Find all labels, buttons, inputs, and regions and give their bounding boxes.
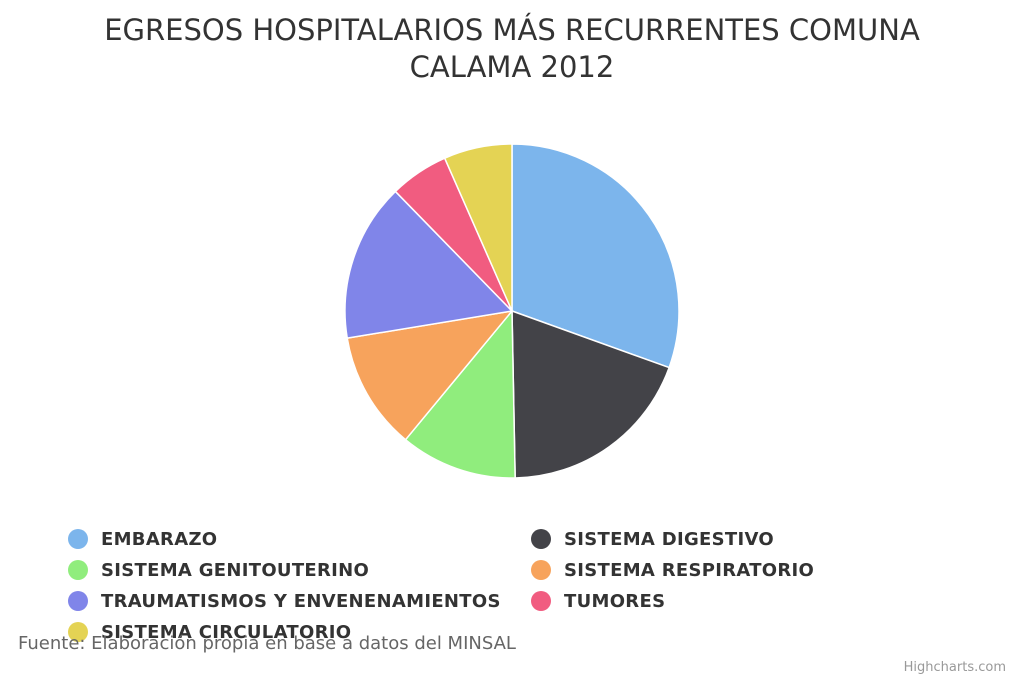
legend-label: SISTEMA RESPIRATORIO xyxy=(564,559,815,581)
legend-symbol xyxy=(68,529,88,549)
legend-item-sistema-circulatorio[interactable]: SISTEMA CIRCULATORIO xyxy=(68,619,351,645)
pie-slice-sistema-circulatorio[interactable] xyxy=(443,143,513,312)
legend-item-tumores[interactable]: TUMORES xyxy=(531,588,665,614)
legend-item-embarazo[interactable]: EMBARAZO xyxy=(68,526,217,552)
legend-label: TRAUMATISMOS Y ENVENENAMIENTOS xyxy=(101,590,501,612)
legend-label: TUMORES xyxy=(564,590,666,612)
legend-label: SISTEMA DIGESTIVO xyxy=(564,528,774,550)
legend-symbol xyxy=(531,591,551,611)
pie-slice-traumatismos-y-envenenamientos[interactable] xyxy=(344,190,513,339)
pie-slice-sistema-genitouterino[interactable] xyxy=(404,310,516,479)
pie-slice-sistema-digestivo[interactable] xyxy=(511,310,670,479)
credits-link[interactable]: Highcharts.com xyxy=(903,660,1006,675)
legend-symbol xyxy=(531,560,551,580)
legend-item-sistema-respiratorio[interactable]: SISTEMA RESPIRATORIO xyxy=(531,557,814,583)
legend-label: EMBARAZO xyxy=(101,528,218,550)
chart-title: EGRESOS HOSPITALARIOS MÁS RECURRENTES CO… xyxy=(0,12,1024,86)
legend-symbol xyxy=(531,529,551,549)
legend-item-traumatismos-y-envenenamientos[interactable]: TRAUMATISMOS Y ENVENENAMIENTOS xyxy=(68,588,501,614)
source-note: Fuente: Elaboración propia en base a dat… xyxy=(18,633,516,654)
pie-slice-sistema-respiratorio[interactable] xyxy=(346,310,513,441)
legend-symbol xyxy=(68,591,88,611)
chart-title-line-2: CALAMA 2012 xyxy=(409,50,615,84)
legend-symbol xyxy=(68,622,88,642)
legend-label: SISTEMA GENITOUTERINO xyxy=(101,559,370,581)
legend-label: SISTEMA CIRCULATORIO xyxy=(101,621,352,643)
legend-item-sistema-digestivo[interactable]: SISTEMA DIGESTIVO xyxy=(531,526,774,552)
legend-item-sistema-genitouterino[interactable]: SISTEMA GENITOUTERINO xyxy=(68,557,369,583)
chart-title-line-1: EGRESOS HOSPITALARIOS MÁS RECURRENTES CO… xyxy=(104,13,920,47)
legend-symbol xyxy=(68,560,88,580)
pie-slices xyxy=(344,143,680,479)
pie-slice-embarazo[interactable] xyxy=(511,143,680,369)
